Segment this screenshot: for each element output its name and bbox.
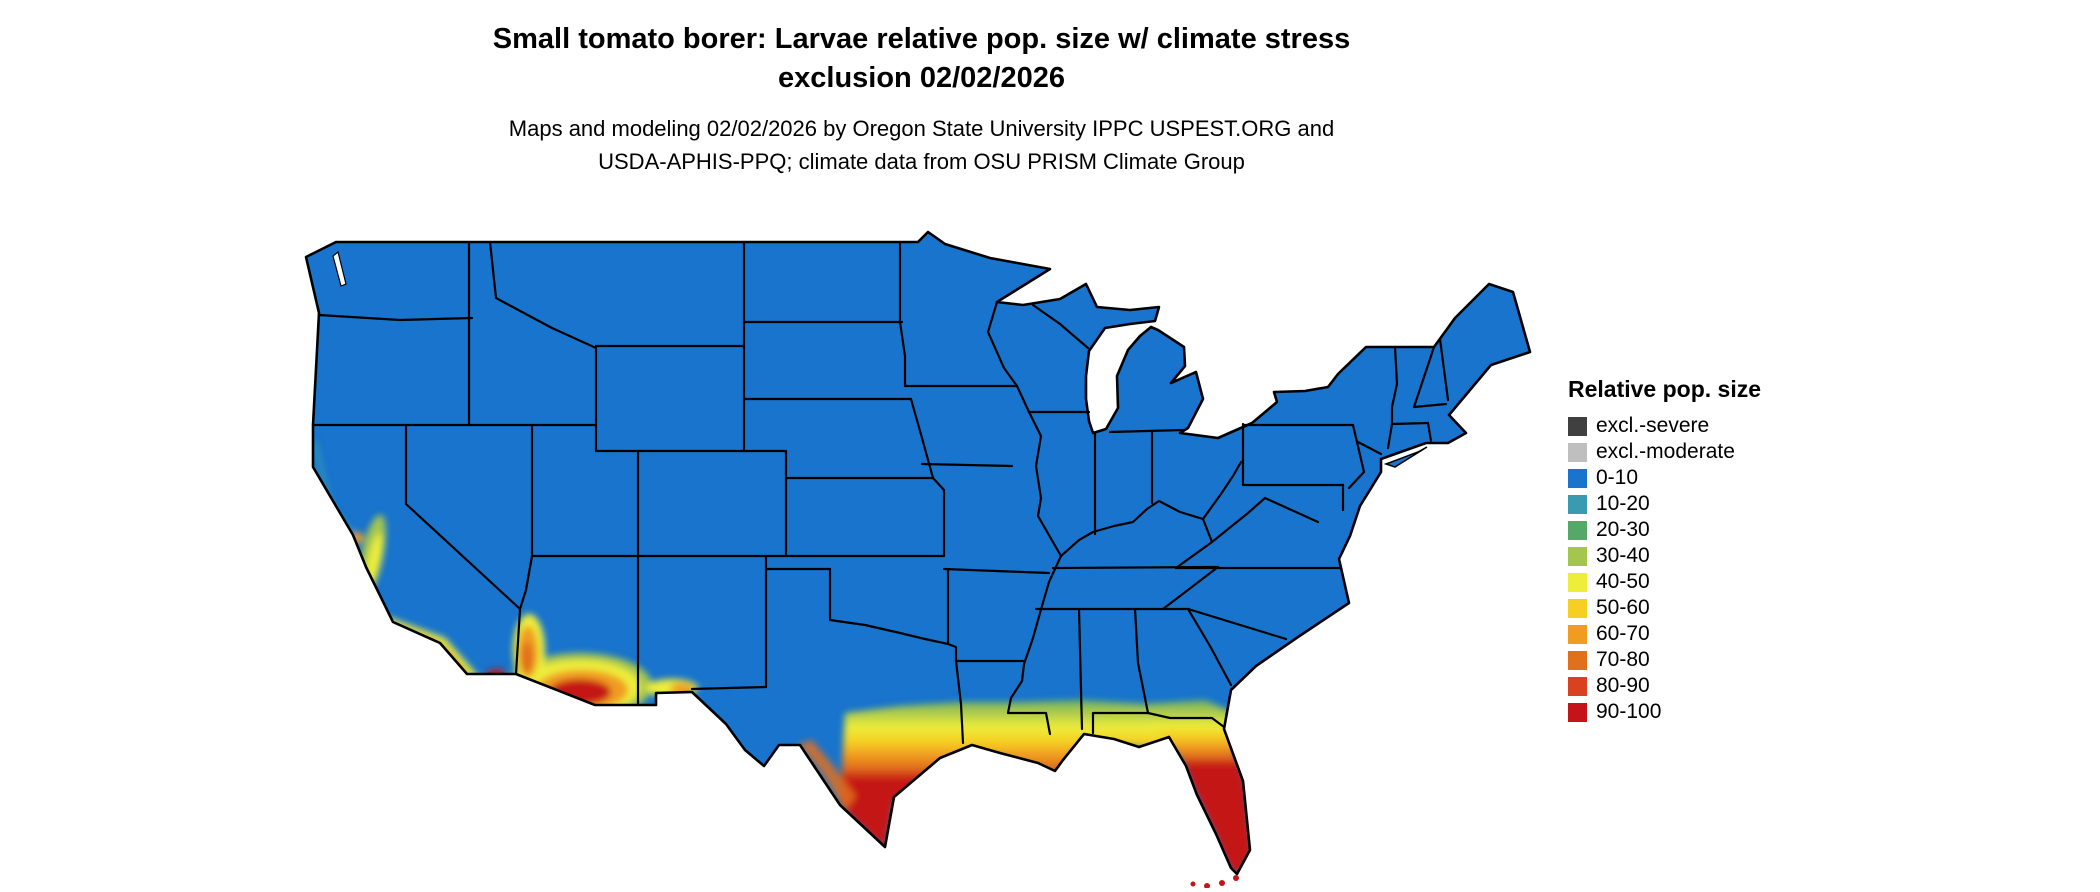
legend-item: 70-80 (1568, 647, 1828, 673)
map-header: Small tomato borer: Larvae relative pop.… (0, 20, 1843, 178)
legend-swatch (1568, 650, 1587, 670)
legend-label: 50-60 (1596, 596, 1650, 619)
title-line-1: Small tomato borer: Larvae relative pop.… (492, 23, 1351, 55)
legend-swatch (1568, 702, 1587, 722)
legend-swatch (1568, 676, 1587, 696)
legend-label: 70-80 (1596, 648, 1650, 671)
legend-label: 0-10 (1596, 466, 1639, 489)
legend-item: 20-30 (1568, 517, 1828, 543)
legend-swatch (1568, 624, 1587, 644)
legend-swatch (1568, 520, 1587, 540)
page-title: Small tomato borer: Larvae relative pop.… (0, 20, 1843, 98)
legend-label: 10-20 (1596, 492, 1650, 515)
legend-label: excl.-severe (1596, 414, 1710, 437)
subtitle-line-1: Maps and modeling 02/02/2026 by Oregon S… (508, 116, 1335, 142)
legend-label: 80-90 (1596, 674, 1650, 697)
legend-item: 80-90 (1568, 673, 1828, 699)
legend-label: 30-40 (1596, 544, 1650, 567)
legend-item: 30-40 (1568, 543, 1828, 569)
legend-item: 40-50 (1568, 569, 1828, 595)
us-map-svg (304, 230, 1532, 888)
legend-item: 60-70 (1568, 621, 1828, 647)
legend-item: 90-100 (1568, 699, 1828, 725)
legend-item: 10-20 (1568, 491, 1828, 517)
legend-swatch (1568, 442, 1587, 462)
state-borders (311, 240, 1450, 745)
legend-swatch (1568, 468, 1587, 488)
legend-item: excl.-severe (1568, 413, 1828, 439)
legend-label: 60-70 (1596, 622, 1650, 645)
us-population-map (300, 226, 1535, 888)
legend-swatch (1568, 494, 1587, 514)
legend-label: 20-30 (1596, 518, 1650, 541)
title-line-2: exclusion 02/02/2026 (778, 62, 1065, 95)
legend-item: 0-10 (1568, 465, 1828, 491)
legend-swatch (1568, 416, 1587, 436)
legend-label: 90-100 (1596, 700, 1662, 723)
map-legend: Relative pop. size excl.-severe excl.-mo… (1568, 376, 1828, 725)
legend-swatch (1568, 572, 1587, 592)
legend-title: Relative pop. size (1568, 376, 1762, 402)
legend-item: 50-60 (1568, 595, 1828, 621)
legend-swatch (1568, 598, 1587, 618)
legend-label: excl.-moderate (1596, 440, 1735, 463)
legend-swatch (1568, 546, 1587, 566)
us-outline (304, 230, 1532, 876)
puget-sound (332, 250, 347, 287)
subtitle-line-2: USDA-APHIS-PPQ; climate data from OSU PR… (598, 149, 1245, 175)
page-subtitle: Maps and modeling 02/02/2026 by Oregon S… (0, 112, 1843, 178)
florida-keys (1190, 875, 1239, 888)
legend-item: excl.-moderate (1568, 439, 1828, 465)
legend-label: 40-50 (1596, 570, 1650, 593)
